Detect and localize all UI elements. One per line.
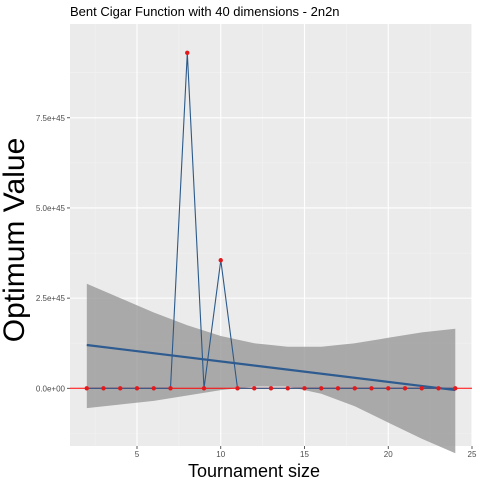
x-axis-label: Tournament size <box>188 461 320 480</box>
data-point <box>302 386 307 391</box>
data-point <box>285 386 290 391</box>
data-point <box>118 386 123 391</box>
data-point <box>369 386 374 391</box>
data-point <box>419 386 424 391</box>
data-point <box>319 386 324 391</box>
data-point <box>84 386 89 391</box>
data-point <box>185 50 190 56</box>
x-axis: 5 10 15 20 25 <box>135 446 477 459</box>
data-point <box>386 386 391 391</box>
x-tick-label: 10 <box>216 450 225 459</box>
x-tick-label: 25 <box>468 450 477 459</box>
y-axis-label: Optimum Value <box>0 138 31 343</box>
data-point <box>252 386 257 391</box>
y-tick-label: 5.0e+45 <box>36 204 66 213</box>
data-point <box>101 386 106 391</box>
data-point <box>352 386 357 391</box>
data-point <box>453 386 458 391</box>
y-tick-label: 2.5e+45 <box>36 294 66 303</box>
data-points <box>84 50 458 391</box>
x-tick-label: 20 <box>384 450 393 459</box>
x-tick-label: 5 <box>135 450 140 459</box>
data-point <box>268 386 274 391</box>
data-point <box>218 258 223 263</box>
trend-line <box>86 343 456 392</box>
data-point <box>168 386 173 391</box>
data-point <box>335 386 341 391</box>
data-point <box>151 386 156 391</box>
y-tick-label: 0.0e+00 <box>36 384 66 393</box>
data-point <box>235 386 240 391</box>
data-point <box>402 386 408 391</box>
data-point <box>436 386 441 391</box>
y-tick-label: 7.5e+45 <box>36 114 66 123</box>
data-point <box>201 386 207 391</box>
chart-title: Bent Cigar Function with 40 dimensions -… <box>70 4 340 19</box>
x-tick-label: 15 <box>300 450 309 459</box>
data-point <box>134 386 140 391</box>
y-axis: 0.0e+00 2.5e+45 5.0e+45 7.5e+45 <box>36 114 70 393</box>
